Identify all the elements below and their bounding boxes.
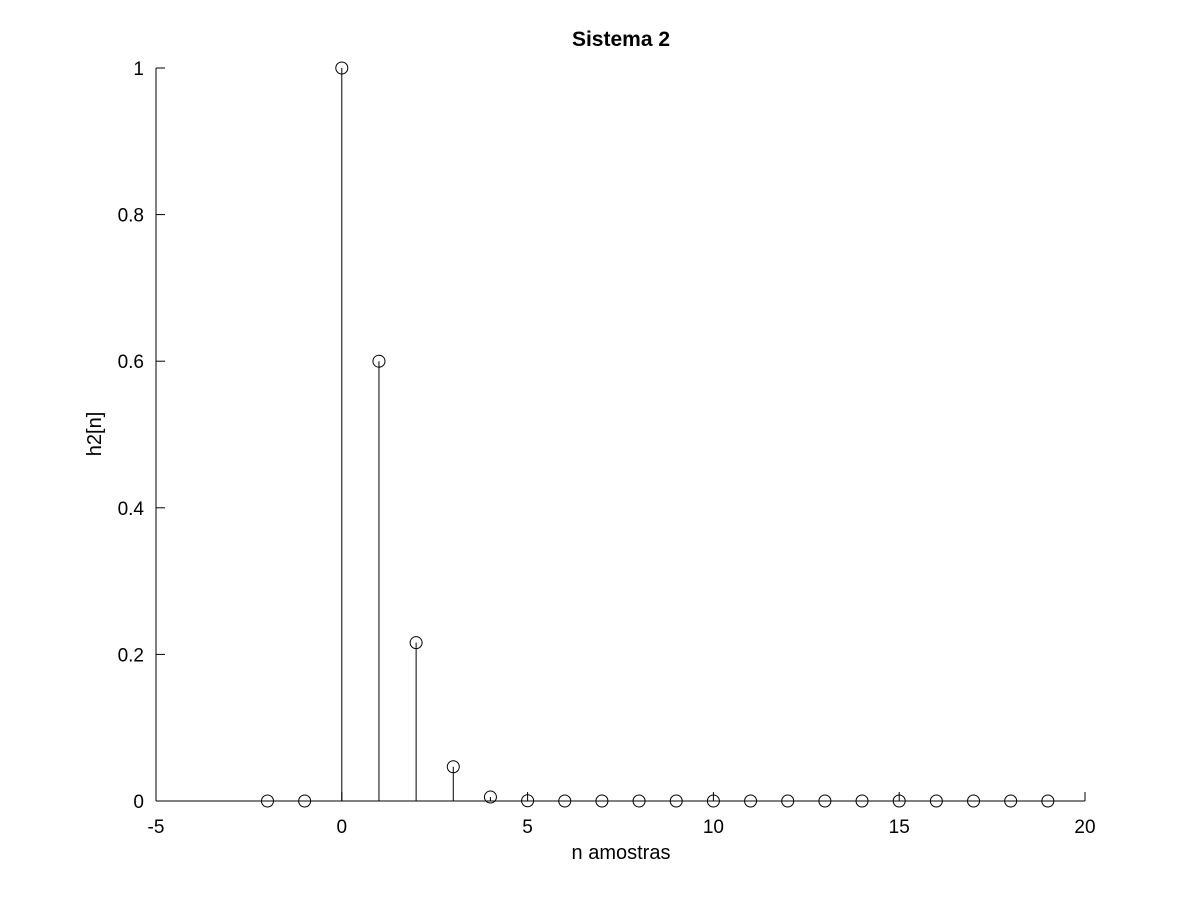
y-tick-label: 0 xyxy=(133,792,144,813)
y-tick-label: 0.2 xyxy=(118,645,144,666)
stem-marker xyxy=(409,636,423,650)
y-tick-label: 0.8 xyxy=(118,206,144,227)
stem-marker xyxy=(558,794,572,808)
stem-marker xyxy=(967,794,981,808)
y-tick-label: 0.6 xyxy=(118,352,144,373)
x-tick-label: 10 xyxy=(703,817,724,838)
stem-marker xyxy=(706,794,720,808)
x-tick-label: 15 xyxy=(889,817,910,838)
stem-marker xyxy=(1004,794,1018,808)
stem-marker xyxy=(781,794,795,808)
stem-marker xyxy=(298,794,312,808)
stem-marker xyxy=(892,794,906,808)
x-tick-label: 5 xyxy=(522,817,533,838)
x-tick-label: -5 xyxy=(148,817,165,838)
stem-marker xyxy=(595,794,609,808)
stem-marker xyxy=(818,794,832,808)
x-axis-title: n amostras xyxy=(572,842,671,864)
stem-marker xyxy=(744,794,758,808)
stem-marker xyxy=(669,794,683,808)
markers-group xyxy=(260,61,1055,808)
chart-title: Sistema 2 xyxy=(572,28,670,51)
stem-marker xyxy=(929,794,943,808)
stem-marker xyxy=(521,794,535,808)
stem-marker xyxy=(1041,794,1055,808)
y-tick-label: 0.4 xyxy=(118,499,145,520)
stem-marker xyxy=(446,760,460,774)
stem-marker xyxy=(335,61,349,75)
y-tick-label: 1 xyxy=(133,59,144,80)
stems-group xyxy=(341,68,529,801)
stem-marker xyxy=(372,354,386,368)
x-tick-label: 0 xyxy=(337,817,348,838)
stem-marker xyxy=(855,794,869,808)
stem-marker xyxy=(260,794,274,808)
stem-marker xyxy=(483,790,497,804)
x-tick-label: 20 xyxy=(1074,817,1095,838)
y-axis-title: h2[n] xyxy=(84,412,106,456)
stem-marker xyxy=(632,794,646,808)
